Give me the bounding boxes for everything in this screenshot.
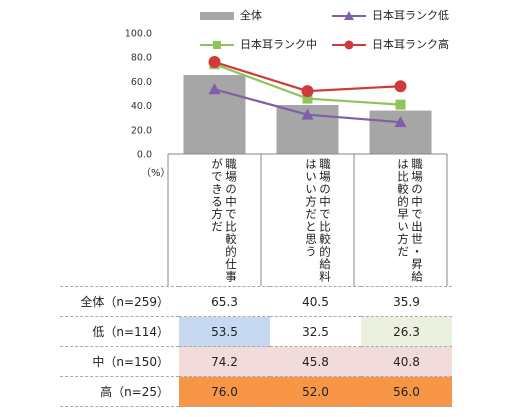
- data-point: [208, 83, 221, 95]
- data-point: [395, 99, 406, 110]
- y-tick-label: 20.0: [131, 125, 152, 136]
- table-cell: 32.5: [270, 316, 361, 347]
- table-cell: 45.8: [270, 346, 361, 377]
- y-tick-label: 0.0: [137, 150, 152, 161]
- table-cell: 40.8: [361, 346, 452, 377]
- category-label: 職場の中で比較的仕事ができる方だ: [210, 158, 238, 283]
- legend-label: 日本耳ランク高: [372, 38, 449, 51]
- table-row: 全体（n=259） 65.3 40.5 35.9: [60, 286, 452, 317]
- legend-circle-swatch: [332, 40, 366, 50]
- legend-bar-swatch: [200, 12, 234, 20]
- table-row: 低（n=114） 53.5 32.5 26.3: [60, 316, 452, 347]
- legend-triangle-swatch: [332, 11, 366, 20]
- category-label-col: 職場の中で比較的給料はいい方だと思う: [262, 158, 362, 288]
- legend-item-all: 全体: [200, 9, 262, 23]
- legend-item-high: 日本耳ランク高: [332, 38, 449, 52]
- data-point: [302, 93, 313, 104]
- legend-label: 日本耳ランク中: [240, 38, 317, 51]
- legend-label: 日本耳ランク低: [372, 9, 449, 22]
- category-label: 職場の中で出世・昇給は比較的早い方だ: [396, 158, 424, 283]
- chart-legend: 全体 日本耳ランク低 日本耳ランク中 日本耳ランク高: [0, 0, 512, 60]
- data-point: [208, 56, 221, 69]
- table-cell: 53.5: [179, 316, 270, 347]
- table-cell: 26.3: [361, 316, 452, 347]
- data-point: [301, 108, 314, 120]
- table-cell: 52.0: [270, 376, 361, 407]
- data-point: [394, 80, 407, 93]
- table-cell: 74.2: [179, 346, 270, 377]
- category-label: 職場の中で比較的給料はいい方だと思う: [304, 158, 332, 283]
- table-row: 中（n=150） 74.2 45.8 40.8: [60, 346, 452, 377]
- category-label-col: 職場の中で比較的仕事ができる方だ: [168, 158, 268, 288]
- table-cell: 35.9: [361, 286, 452, 317]
- y-unit-label: （%）: [141, 168, 171, 179]
- row-label: 全体（n=259）: [80, 295, 169, 309]
- row-label: 低（n=114）: [92, 325, 169, 339]
- table-cell: 56.0: [361, 376, 452, 407]
- table-cell: 65.3: [179, 286, 270, 317]
- y-tick-label: 100.0: [125, 29, 152, 40]
- y-tick-label: 60.0: [131, 77, 152, 88]
- data-table: 全体（n=259） 65.3 40.5 35.9 低（n=114） 53.5 3…: [60, 286, 452, 407]
- table-cell: 76.0: [179, 376, 270, 407]
- category-label-col: 職場の中で出世・昇給は比較的早い方だ: [354, 158, 454, 288]
- legend-item-mid: 日本耳ランク中: [200, 38, 317, 52]
- row-label: 高（n=25）: [100, 385, 169, 399]
- legend-square-swatch: [200, 41, 234, 49]
- y-tick-label: 40.0: [131, 101, 152, 112]
- y-tick-label: 80.0: [131, 53, 152, 64]
- data-point: [301, 85, 314, 98]
- legend-item-low: 日本耳ランク低: [332, 9, 449, 23]
- row-label: 中（n=150）: [92, 355, 169, 369]
- legend-label: 全体: [240, 9, 262, 22]
- table-row: 高（n=25） 76.0 52.0 56.0: [60, 376, 452, 407]
- data-point: [394, 116, 407, 128]
- table-cell: 40.5: [270, 286, 361, 317]
